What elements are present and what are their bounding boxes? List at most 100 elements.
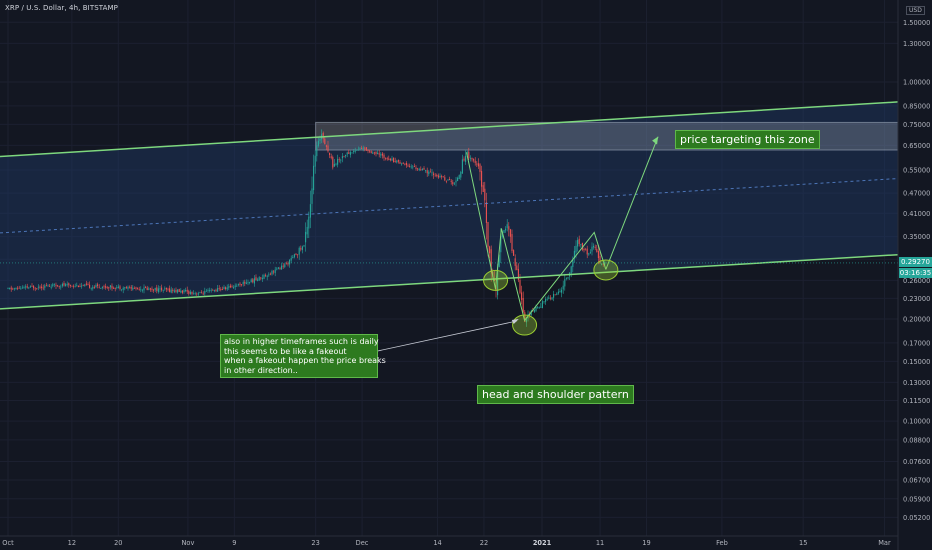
candle-body [399,162,401,164]
candle-body [540,306,542,308]
candle-body [73,285,75,287]
candle-body [111,285,113,289]
candle-body [340,159,342,161]
candle-body [351,152,353,154]
candle-body [269,273,271,275]
pattern-polyline [466,152,607,322]
candle-body [31,285,33,287]
candle-body [309,204,311,218]
candle-body [141,289,143,291]
candle-body [521,292,523,300]
candle-body [164,288,166,290]
candle-body [177,289,179,293]
candle-body [193,293,195,295]
candle-body [273,271,275,273]
candle-body [298,247,300,255]
candle-body [199,292,201,293]
candle-body [303,245,305,247]
candle-body [593,245,595,248]
candle-body [361,148,363,150]
candle-body [317,140,319,146]
candle-body [308,216,310,229]
candle-body [338,159,340,161]
x-tick-label: 19 [642,539,650,547]
candle-body [522,298,524,313]
candle-body [297,254,299,256]
candle-body [119,286,121,290]
candle-body [68,283,70,286]
candle-body [586,248,588,255]
candle-body [21,287,23,289]
candle-body [514,258,516,266]
candle-body [29,286,31,288]
candle-body [71,285,73,287]
candle-body [138,289,140,290]
y-tick-label: 0.41000 [903,210,930,218]
candle-body [266,275,268,277]
candle-body [533,310,535,312]
candle-body [437,175,439,178]
x-tick-label: 12 [68,539,76,547]
candle-body [420,169,422,171]
annotation-fakeout-note[interactable]: also in higher timeframes such is daily … [220,334,386,378]
candle-body [471,157,473,160]
candle-body [165,287,167,290]
candle-body [228,286,230,288]
candle-body [537,307,539,309]
candle-body [585,249,587,251]
candle-body [172,289,174,292]
annotation-target-zone[interactable]: price targeting this zone [675,130,820,149]
candle-body [201,292,203,294]
candle-body [231,286,233,288]
candle-body [210,289,212,291]
candle-body [551,297,553,300]
candle-body [159,288,161,290]
y-tick-label: 0.11500 [903,397,930,405]
channel-fill [0,101,898,309]
channel-upper-line [0,101,899,158]
candle-body [396,160,398,163]
candle-body [25,286,27,288]
candle-body [356,149,358,151]
candle-body [66,283,68,285]
candle-body [314,155,316,167]
candle-body [577,240,579,247]
candle-body [346,152,348,155]
candle-body [407,165,409,167]
candle-body [370,151,372,153]
candle-body [353,151,355,153]
candle-body [519,280,521,293]
candle-body [473,159,475,161]
candle-body [274,269,276,273]
candle-body [277,267,279,269]
candle-body [335,163,337,165]
candle-body [325,145,327,147]
note-line: also in higher timeframes such is daily [224,337,379,346]
candle-body [415,167,417,169]
candle-body [345,155,347,157]
candle-body [393,157,395,163]
y-tick-label: 0.15000 [903,358,930,366]
candle-body [513,250,515,256]
candle-body [234,285,236,288]
y-tick-label: 0.17000 [903,339,930,347]
candle-body [229,285,231,288]
y-tick-label: 0.05900 [903,495,930,503]
candle-body [364,147,366,149]
candle-body [146,287,148,291]
candle-body [503,230,505,233]
channel-lower-line [0,253,899,310]
candle-body [279,268,281,269]
candle-body [341,156,343,159]
candle-body [535,306,537,311]
candle-body [215,289,217,292]
candle-body [306,226,308,235]
candle-body [17,287,19,289]
candle-body [42,287,44,289]
candle-body [170,289,172,293]
candle-body [300,248,302,250]
annotation-head-and-shoulder[interactable]: head and shoulder pattern [477,385,634,404]
candle-body [132,287,134,290]
